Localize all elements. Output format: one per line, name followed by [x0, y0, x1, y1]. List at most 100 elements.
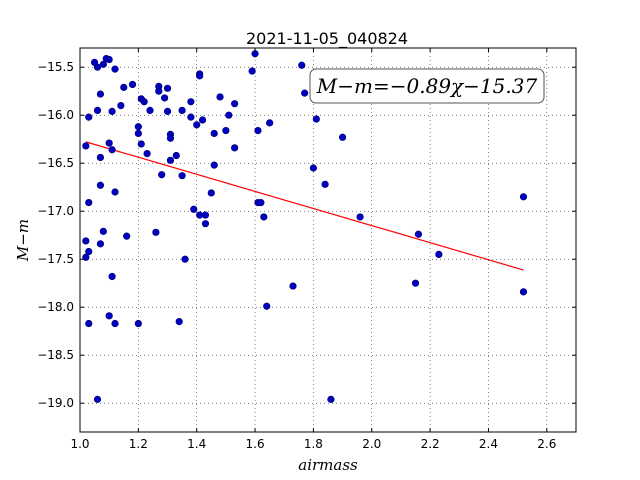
fit-equation-text: M−m=−0.89χ−15.37 — [316, 74, 538, 98]
y-tick-label: −19.0 — [37, 396, 74, 410]
data-point — [312, 115, 320, 123]
data-point — [105, 139, 113, 147]
data-point — [175, 318, 183, 326]
data-point — [137, 140, 145, 148]
data-point — [85, 113, 93, 121]
data-point — [152, 228, 160, 236]
x-axis-label: airmass — [298, 456, 358, 474]
data-point — [327, 395, 335, 403]
chart-title: 2021-11-05_040824 — [246, 29, 408, 49]
data-point — [172, 151, 180, 160]
data-point — [161, 94, 169, 102]
data-point — [85, 198, 93, 207]
x-tick-label: 2.6 — [537, 437, 556, 451]
data-point — [193, 121, 201, 129]
fit-equation-box: M−m=−0.89χ−15.37 — [309, 68, 545, 104]
y-tick-label: −17.5 — [37, 252, 74, 266]
data-point — [198, 116, 207, 124]
data-point — [85, 319, 93, 328]
x-tick-label: 2.0 — [362, 437, 381, 451]
data-point — [108, 272, 116, 281]
data-point — [108, 146, 116, 154]
data-point — [190, 205, 198, 213]
y-tick-labels: −15.5 −16.0 −16.5 −17.0 −17.5 −18.0 −18.5 −19.0 — [37, 60, 74, 410]
data-point — [196, 72, 204, 80]
data-point — [201, 220, 210, 228]
data-point — [85, 247, 93, 256]
data-point — [298, 61, 306, 69]
data-point — [414, 230, 423, 238]
axis-ticks — [79, 48, 576, 432]
plot-frame — [79, 47, 577, 433]
data-point — [181, 255, 189, 263]
data-point — [231, 100, 239, 108]
x-tick-labels: 1.0 1.2 1.4 1.6 1.8 2.0 2.2 2.4 2.6 — [70, 437, 556, 451]
data-point — [143, 150, 151, 158]
data-point — [187, 98, 195, 106]
data-point — [435, 250, 443, 258]
y-axis-label: M−m — [14, 219, 32, 262]
data-point — [123, 232, 131, 240]
data-point — [128, 80, 137, 89]
data-point — [266, 119, 274, 127]
data-point — [178, 172, 186, 180]
data-point — [254, 126, 262, 135]
data-point — [99, 227, 107, 235]
data-point — [207, 189, 215, 197]
data-point — [301, 89, 309, 97]
data-point — [210, 129, 218, 138]
data-point — [99, 60, 107, 68]
data-point — [108, 107, 116, 115]
data-point — [155, 87, 163, 95]
data-point — [321, 180, 329, 188]
data-point — [82, 142, 90, 150]
data-point — [96, 153, 105, 162]
data-point — [111, 188, 119, 196]
data-point — [146, 106, 154, 114]
fit-equation-frame — [309, 68, 545, 104]
data-point — [338, 133, 347, 141]
data-point — [289, 282, 297, 290]
x-tick-label: 1.6 — [246, 437, 265, 451]
data-point — [163, 84, 172, 92]
grid-lines — [79, 48, 576, 432]
y-tick-label: −16.0 — [37, 108, 74, 122]
data-point — [93, 63, 102, 71]
data-point — [519, 288, 528, 296]
data-point — [309, 164, 318, 172]
data-point — [93, 106, 102, 114]
data-point — [257, 198, 265, 207]
data-point — [140, 98, 148, 106]
data-point — [260, 213, 268, 221]
x-tick-label: 2.2 — [421, 437, 440, 451]
data-point — [111, 65, 119, 73]
data-point — [178, 106, 186, 114]
fit-line-layer — [85, 141, 524, 271]
data-point — [166, 134, 175, 142]
x-tick-label: 2.4 — [479, 437, 498, 451]
data-point — [519, 193, 528, 201]
data-points — [82, 50, 528, 403]
data-point — [82, 253, 90, 261]
data-point — [216, 93, 224, 101]
data-point — [263, 302, 271, 310]
data-point — [111, 319, 119, 328]
y-tick-label: −16.5 — [37, 156, 74, 170]
data-point — [134, 319, 142, 328]
data-point — [96, 90, 105, 98]
x-tick-label: 1.4 — [187, 437, 206, 451]
data-point — [93, 395, 102, 403]
data-point — [134, 129, 142, 138]
data-point — [105, 55, 113, 64]
data-point — [134, 123, 142, 131]
y-tick-label: −18.5 — [37, 348, 74, 362]
data-point — [158, 171, 166, 179]
data-point — [166, 156, 175, 164]
x-tick-label: 1.0 — [70, 437, 89, 451]
data-point — [210, 161, 218, 169]
data-point — [96, 181, 105, 189]
data-point — [225, 111, 233, 119]
data-point — [105, 312, 113, 320]
data-point — [411, 279, 420, 287]
